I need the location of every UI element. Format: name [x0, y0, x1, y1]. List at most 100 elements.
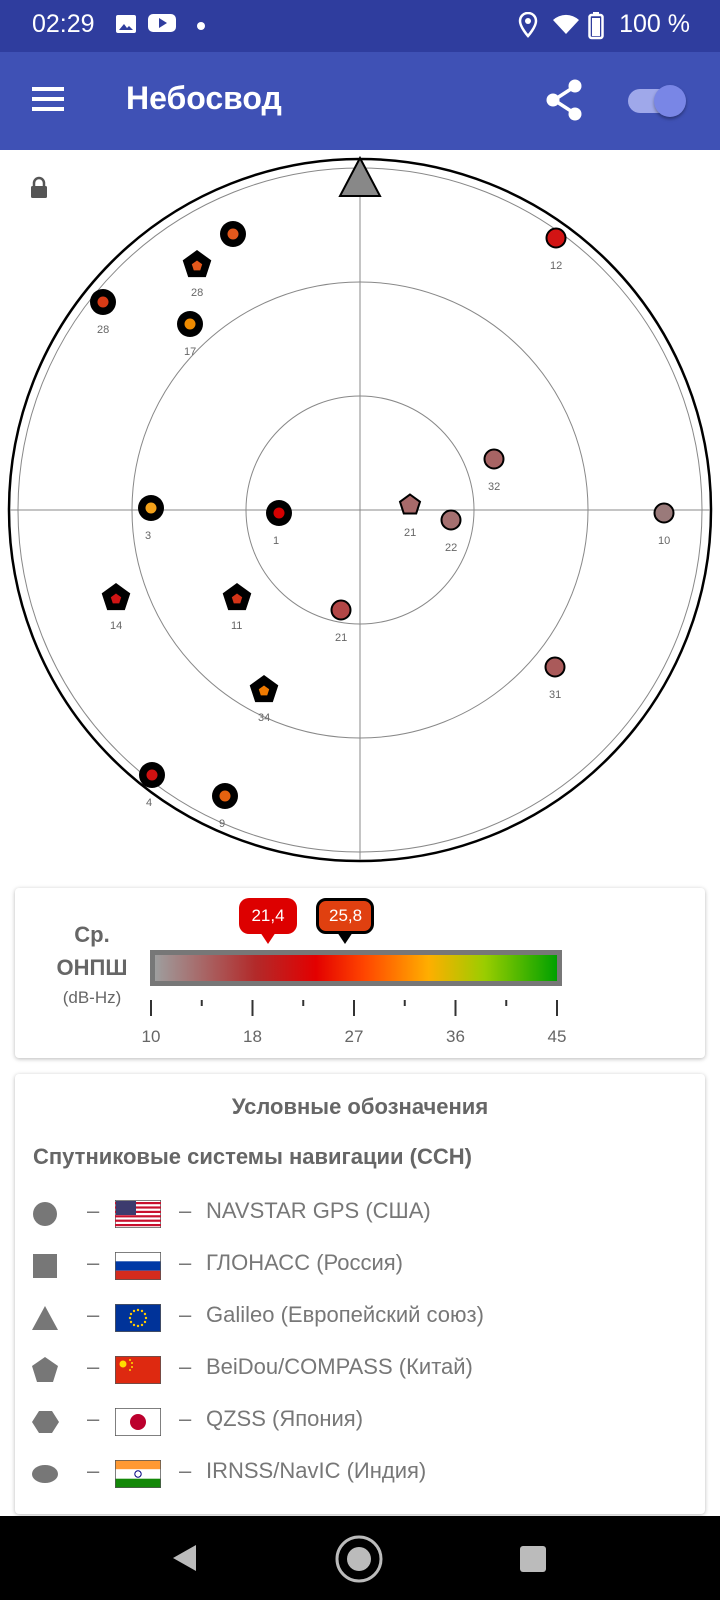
legend-row-galileo: – – Galileo (Европейский союз)	[31, 1296, 691, 1336]
oval-icon	[32, 1465, 58, 1483]
satellite-label: 28	[191, 287, 203, 299]
satellite-marker: 31	[544, 656, 566, 701]
satellite-marker: 4	[139, 762, 165, 809]
satellite-label: 17	[184, 346, 196, 358]
satellite-marker: 17	[177, 311, 203, 358]
system-nav-bar	[0, 1516, 720, 1600]
snr-gradient-bar	[150, 950, 562, 986]
avg-snr-marker: 21,4	[239, 898, 297, 944]
satellite-dot	[110, 593, 122, 604]
satellite-dot	[398, 493, 422, 515]
recents-icon[interactable]	[520, 1546, 546, 1572]
satellite-dot	[653, 502, 675, 524]
satellite-dot	[273, 507, 285, 519]
legend-dash: –	[87, 1406, 100, 1431]
legend-dash: –	[87, 1354, 100, 1379]
tracking-toggle[interactable]	[628, 85, 686, 117]
square-icon	[33, 1254, 57, 1278]
legend-name-glonass: ГЛОНАСС (Россия)	[206, 1250, 403, 1275]
satellite-label: 14	[110, 620, 122, 632]
satellite-dot	[258, 685, 270, 696]
home-icon[interactable]	[334, 1534, 384, 1584]
legend-dash: –	[87, 1198, 100, 1223]
satellite-label: 12	[550, 260, 562, 272]
satellite-marker: 12	[545, 227, 567, 272]
satellite-label: 1	[273, 535, 279, 547]
satellite-dot	[330, 599, 352, 621]
snr-title: Ср. ОНПШ (dB-Hz)	[37, 918, 147, 1008]
satellite-marker	[220, 221, 246, 247]
north-indicator-icon	[338, 155, 382, 197]
legend-dash: –	[87, 1250, 100, 1275]
snr-scale: 10 18 27 36 45	[142, 1000, 566, 1046]
triangle-icon	[32, 1306, 58, 1330]
legend-dash: –	[179, 1458, 192, 1483]
scale-tick-label: 18	[243, 1027, 262, 1046]
scale-tick-label: 10	[142, 1027, 161, 1046]
location-icon	[518, 12, 538, 38]
hexagon-icon	[32, 1411, 59, 1433]
share-icon[interactable]	[544, 78, 586, 122]
snr-title-line2: ОНПШ	[56, 955, 128, 980]
avg-marker-tip	[260, 932, 276, 944]
satellite-marker: 9	[212, 783, 238, 830]
status-bar: 02:29 100 %	[0, 0, 720, 52]
lock-icon[interactable]	[30, 176, 48, 200]
china-flag-icon	[115, 1356, 161, 1384]
satellite-marker: 10	[653, 502, 675, 547]
japan-flag-icon	[115, 1408, 161, 1436]
legend-card: Условные обозначения Спутниковые системы…	[15, 1074, 705, 1514]
youtube-notification-icon	[148, 14, 176, 32]
satellite-label: 21	[404, 527, 416, 539]
india-flag-icon	[115, 1460, 161, 1488]
app-bar: Небосвод	[0, 52, 720, 150]
satellite-dot	[483, 448, 505, 470]
satellite-label: 3	[145, 530, 151, 542]
max-snr-marker: 25,8	[316, 898, 374, 944]
wifi-icon	[553, 14, 579, 34]
scale-tick-label: 36	[446, 1027, 465, 1046]
russia-flag-icon	[115, 1252, 161, 1280]
satellite-label: 28	[97, 324, 109, 336]
satellite-dot	[184, 318, 196, 330]
snr-unit: (dB-Hz)	[62, 988, 122, 1007]
legend-title: Условные обозначения	[231, 1094, 489, 1119]
satellite-label: 34	[258, 712, 270, 724]
legend-dash: –	[179, 1250, 192, 1275]
legend-name-gps: NAVSTAR GPS (США)	[206, 1198, 431, 1223]
legend-dash: –	[179, 1354, 192, 1379]
legend-name-irnss: IRNSS/NavIC (Индия)	[206, 1458, 427, 1483]
satellite-dot	[231, 593, 243, 604]
satellite-marker: 34	[249, 675, 279, 724]
satellite-label: 9	[219, 818, 225, 830]
legend-name-galileo: Galileo (Европейский союз)	[206, 1302, 484, 1327]
satellite-dot	[97, 296, 109, 308]
satellite-label: 10	[658, 535, 670, 547]
toggle-thumb	[654, 85, 686, 117]
legend-row-qzss: – – QZSS (Япония)	[31, 1400, 691, 1440]
legend-subtitle: Спутниковые системы навигации (ССН)	[33, 1144, 472, 1169]
satellite-marker: 1	[266, 500, 292, 547]
satellite-marker: 3	[138, 495, 164, 542]
satellite-label: 21	[335, 632, 347, 644]
menu-icon[interactable]	[30, 84, 66, 114]
satellite-marker: 21	[398, 493, 422, 539]
legend-row-irnss: – – IRNSS/NavIC (Индия)	[31, 1452, 691, 1492]
pentagon-icon	[32, 1357, 58, 1382]
avg-snr-value: 21,4	[251, 906, 285, 925]
legend-dash: –	[179, 1406, 192, 1431]
battery-percentage: 100 %	[619, 10, 690, 38]
satellite-dot	[191, 260, 203, 271]
satellite-label: 32	[488, 481, 500, 493]
satellite-marker: 32	[483, 448, 505, 493]
back-icon[interactable]	[170, 1542, 200, 1574]
battery-icon	[588, 12, 604, 40]
satellite-label: 31	[549, 689, 561, 701]
satellite-marker: 28	[182, 250, 212, 299]
page-title: Небосвод	[126, 80, 282, 116]
satellite-marker: 11	[222, 583, 252, 632]
usa-flag-icon	[115, 1200, 161, 1228]
satellite-dot	[146, 769, 158, 781]
legend-dash: –	[87, 1302, 100, 1327]
circle-icon	[33, 1202, 57, 1226]
